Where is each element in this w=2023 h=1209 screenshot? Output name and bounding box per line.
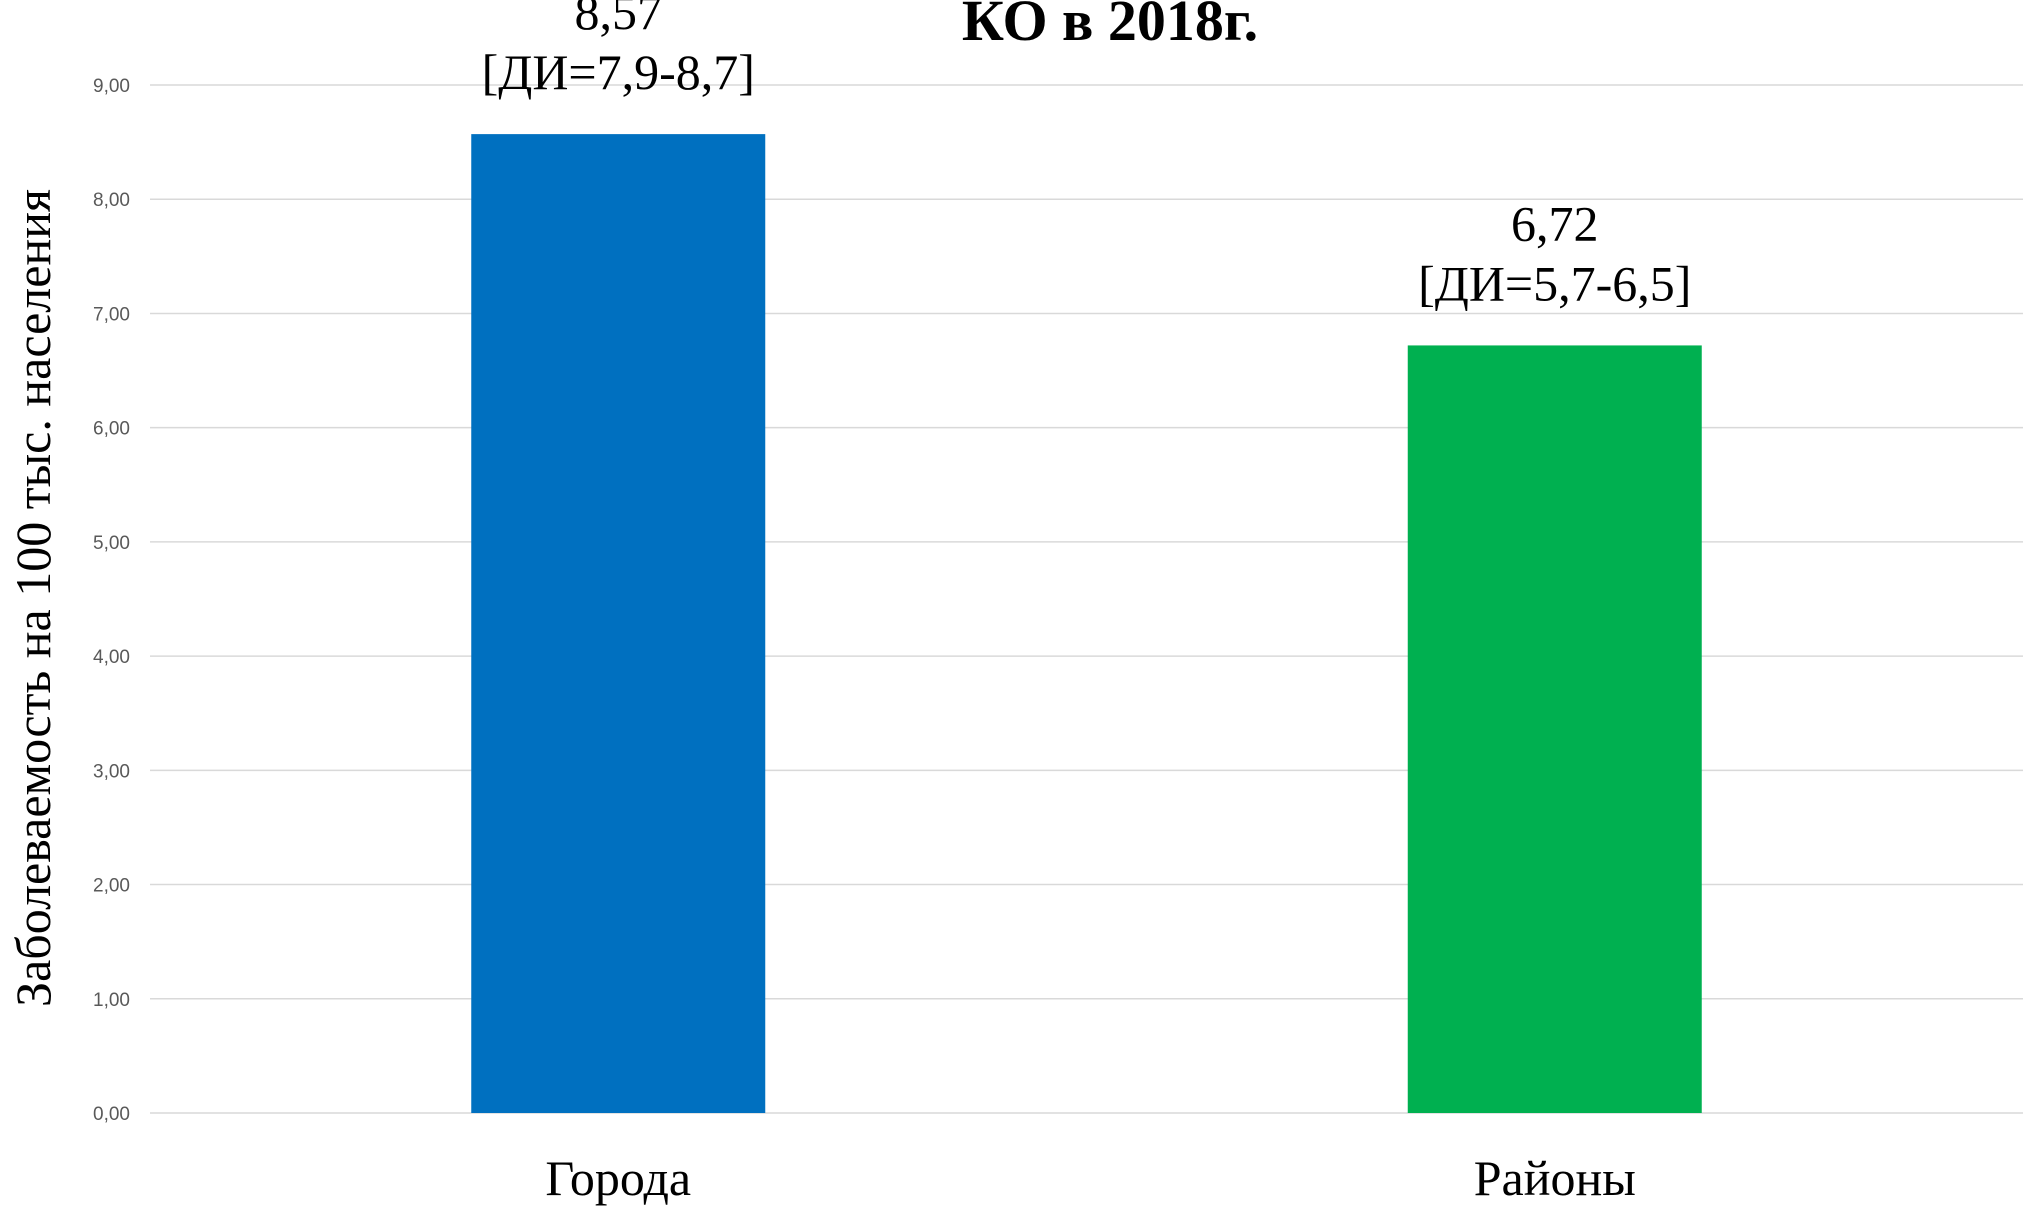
x-axis-categories: Города Районы — [545, 1150, 1635, 1206]
bar — [471, 134, 766, 1114]
chart-title: КО в 2018г. — [962, 0, 1258, 53]
bar — [1407, 345, 1702, 1114]
gridlines — [150, 84, 2023, 1114]
data-label-value: 8,57 — [575, 0, 663, 40]
y-tick-label: 2,00 — [93, 876, 130, 897]
bars — [471, 134, 1702, 1114]
data-label-ci: [ДИ=5,7-6,5] — [1418, 255, 1691, 311]
x-category-label: Районы — [1474, 1150, 1636, 1206]
y-tick-label: 9,00 — [93, 76, 130, 97]
data-labels: 8,57[ДИ=7,9-8,7] 6,72[ДИ=5,7-6,5] — [482, 0, 1692, 311]
y-axis-ticks: 0,00 1,00 2,00 3,00 4,00 5,00 6,00 7,00 8,00 9,00 — [93, 76, 130, 1125]
data-label-value: 6,72 — [1511, 195, 1599, 251]
y-tick-label: 5,00 — [93, 533, 130, 554]
x-category-label: Города — [545, 1150, 691, 1206]
y-tick-label: 7,00 — [93, 304, 130, 325]
y-tick-label: 0,00 — [93, 1104, 130, 1125]
data-label-ci: [ДИ=7,9-8,7] — [482, 44, 755, 100]
y-tick-label: 3,00 — [93, 761, 130, 782]
y-tick-label: 6,00 — [93, 419, 130, 440]
y-tick-label: 8,00 — [93, 190, 130, 211]
y-tick-label: 4,00 — [93, 647, 130, 668]
y-tick-label: 1,00 — [93, 990, 130, 1011]
y-axis-label: Заболеваемость на 100 тыс. населения — [5, 189, 61, 1007]
